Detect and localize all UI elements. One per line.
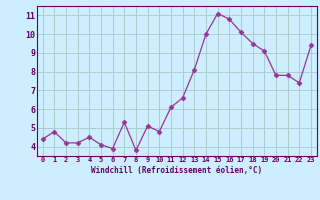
X-axis label: Windchill (Refroidissement éolien,°C): Windchill (Refroidissement éolien,°C) — [91, 166, 262, 175]
